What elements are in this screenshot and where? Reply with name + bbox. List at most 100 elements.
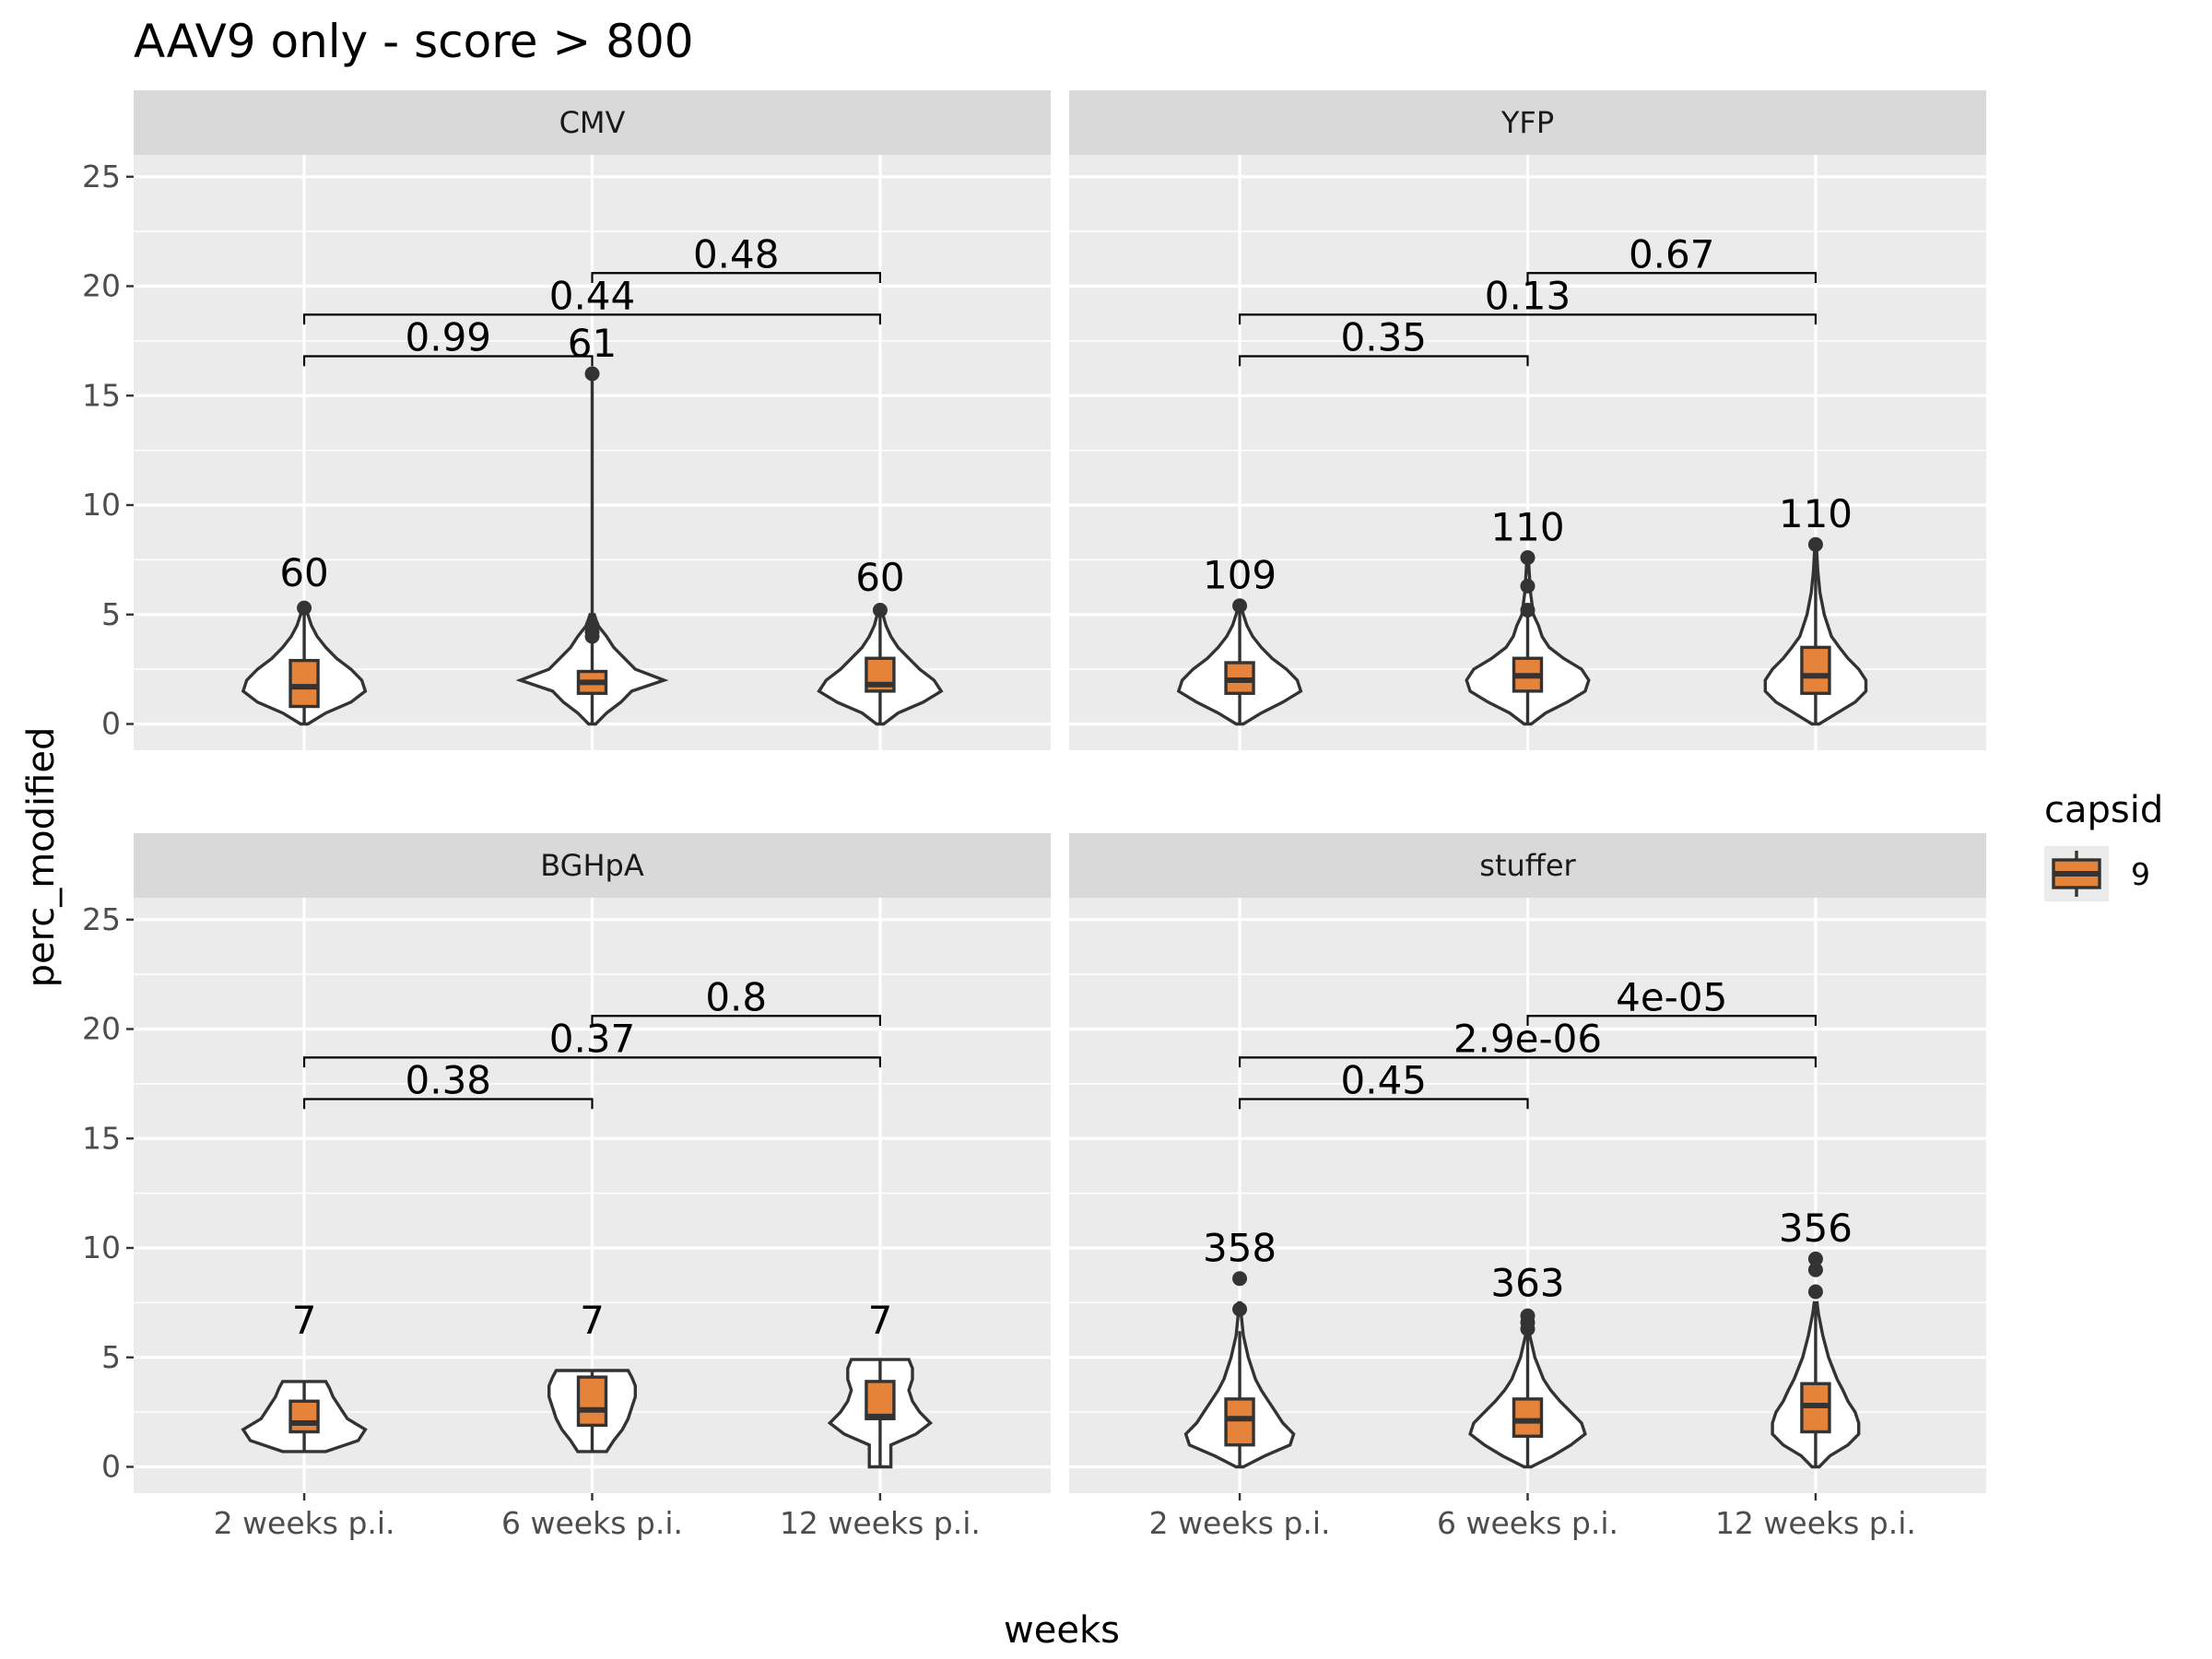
y-tick-label: 20 [82,268,121,304]
outlier-point [872,603,888,618]
x-tick-label: 2 weeks p.i. [1149,1505,1331,1541]
group-2: 110 [1763,491,1868,726]
outlier-point [1807,536,1823,552]
group-2: 7 [827,1298,934,1469]
comparison-bracket [302,313,882,325]
count-label: 363 [1490,1261,1564,1306]
x-axis-title: weeks [1004,1609,1120,1652]
box [576,1375,608,1428]
box [1800,645,1831,695]
p-value-label: 0.67 [1629,231,1715,276]
comparison-bracket [1238,1098,1529,1110]
p-value-label: 0.35 [1341,315,1428,360]
group-2: 60 [817,555,944,726]
strip-label: YFP [1500,105,1554,140]
comparison-bracket [1238,313,1818,325]
panel-stuffer: stuffer 2 weeks p.i. 6 weeks p.i. 12 weeks … [1069,833,1986,1541]
group-1: 110 [1465,504,1591,726]
legend: capsid 9 [2044,789,2163,901]
outlier-point [1807,1251,1823,1266]
strip-background [134,833,1051,898]
legend-items: 9 [2044,846,2150,901]
x-tick-label: 6 weeks p.i. [501,1505,683,1541]
group-1: 61 [515,321,669,726]
count-label: 110 [1490,504,1564,549]
count-label: 109 [1203,553,1277,598]
p-value-label: 0.48 [693,231,780,276]
y-tick-label: 0 [101,1449,121,1485]
group-0: 109 [1176,553,1303,726]
y-tick-label: 0 [101,706,121,742]
y-tick-label: 20 [82,1011,121,1047]
comparison-bracket [302,1098,594,1110]
outlier-point [584,366,600,382]
y-tick-label: 15 [82,377,121,413]
outlier-point [1520,578,1535,594]
p-value-label: 0.8 [705,974,767,1019]
count-label: 7 [580,1298,605,1343]
box [1512,1397,1544,1438]
strip-background [1069,90,1986,155]
comparison-bracket [1526,272,1818,283]
count-label: 358 [1203,1226,1277,1271]
outlier-point [297,600,312,616]
y-tick-label: 15 [82,1120,121,1156]
x-tick-label: 12 weeks p.i. [780,1505,981,1541]
y-tick-label: 25 [82,159,121,194]
comparison-bracket [302,1056,882,1068]
y-tick-label: 25 [82,901,121,937]
group-2: 356 [1771,1206,1861,1469]
outlier-point [584,618,600,633]
x-tick-label: 6 weeks p.i. [1437,1505,1618,1541]
strip-background [1069,833,1986,898]
count-label: 60 [279,550,328,595]
p-value-label: 0.45 [1341,1058,1428,1103]
box [1224,1397,1255,1447]
comparison-bracket [591,1015,882,1026]
y-tick-label: 10 [82,1230,121,1265]
comparison-bracket [302,355,594,367]
group-1: 363 [1468,1261,1587,1469]
comparison-bracket [1238,1056,1818,1068]
outlier-point [1520,603,1535,618]
strip-label: CMV [559,105,626,140]
box [865,1380,896,1420]
strip-label: BGHpA [540,848,644,883]
count-label: 356 [1779,1206,1853,1251]
group-1: 7 [547,1298,637,1453]
panels: CMV05101520256061600.990.440.48YFP109110… [82,90,1986,1541]
y-tick-label: 5 [101,1339,121,1375]
outlier-point [1807,1284,1823,1300]
box [288,1399,320,1434]
count-label: 7 [868,1298,893,1343]
strip-background [134,90,1051,155]
group-0: 60 [241,550,368,726]
box [288,658,320,709]
comparison-bracket [1238,355,1529,367]
count-label: 7 [292,1298,317,1343]
count-label: 110 [1779,491,1853,536]
group-0: 7 [241,1298,368,1453]
group-0: 358 [1183,1226,1296,1469]
chart-title: AAV9 only - score > 800 [134,15,694,68]
outlier-point [1232,598,1248,614]
p-value-label: 0.38 [406,1058,492,1103]
y-tick-label: 5 [101,596,121,632]
comparison-bracket [1526,1015,1818,1026]
count-label: 60 [855,555,904,600]
outlier-point [1520,550,1535,565]
p-value-label: 4e-05 [1616,974,1727,1019]
strip-label: stuffer [1479,848,1576,883]
p-value-label: 0.99 [406,315,492,360]
y-tick-label: 10 [82,487,121,523]
comparison-bracket [591,272,882,283]
x-tick-label: 12 weeks p.i. [1715,1505,1916,1541]
legend-entry-label: 9 [2131,856,2150,892]
x-tick-label: 2 weeks p.i. [214,1505,395,1541]
panel-bghpa: BGHpA 0 5 10 15 20 25 2 weeks p.i. 6 weeks p.i. 1… [82,833,1051,1541]
outlier-point [1232,1301,1248,1317]
outlier-point [1232,1271,1248,1287]
outlier-point [1807,1262,1823,1277]
